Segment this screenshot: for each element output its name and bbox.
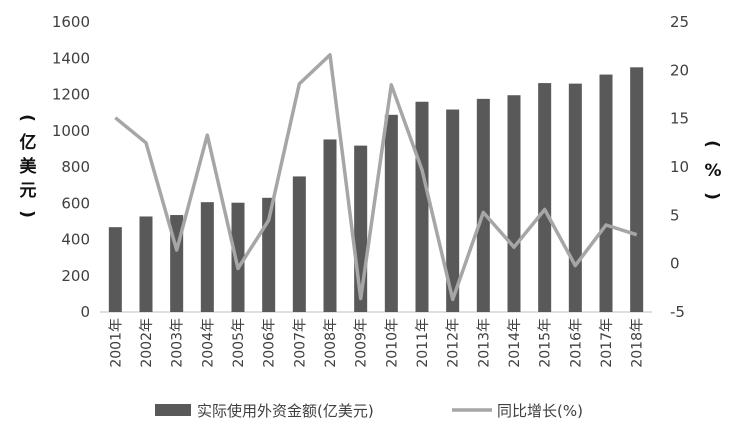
y-left-tick-label: 1600	[52, 13, 90, 31]
y-left-tick-label: 200	[61, 267, 90, 285]
y-left-tick-label: 1400	[52, 49, 90, 67]
bar	[200, 202, 214, 312]
y-right-tick-label: 10	[670, 158, 689, 176]
x-tick-label: 2011年	[415, 318, 431, 368]
bar	[476, 98, 490, 312]
x-tick-label: 2014年	[507, 318, 523, 368]
y-left-tick-label: 400	[61, 231, 90, 249]
bar	[139, 216, 153, 312]
y-right-tick-label: 25	[670, 13, 689, 31]
x-tick-label: 2008年	[323, 318, 339, 368]
y-right-tick-label: 20	[670, 61, 689, 79]
legend-bar-swatch	[155, 404, 191, 416]
bar	[538, 83, 552, 312]
y-right-axis-title-char: (	[702, 140, 722, 148]
x-tick-label: 2017年	[599, 318, 615, 368]
x-tick-label: 2007年	[292, 318, 308, 368]
y-right-tick-label: -5	[670, 303, 685, 321]
y-right-tick-label: 0	[670, 255, 680, 273]
bar	[384, 114, 398, 312]
y-right-axis-title-char: %	[704, 161, 721, 181]
bar	[231, 202, 245, 312]
bar	[292, 176, 306, 312]
y-left-axis-title-char: 元	[20, 181, 37, 201]
bar	[507, 95, 521, 312]
y-left-tick-label: 600	[61, 194, 90, 212]
bar	[599, 74, 613, 312]
bar	[323, 139, 337, 312]
y-left-axis-title-char: )	[17, 210, 37, 218]
x-tick-label: 2015年	[538, 318, 554, 368]
legend-bar-label: 实际使用外资金额(亿美元)	[197, 402, 374, 420]
x-tick-label: 2009年	[354, 318, 370, 368]
y-left-axis-title-char: 美	[20, 156, 38, 177]
bar	[568, 83, 582, 312]
y-left-tick-label: 1200	[52, 86, 90, 104]
bar	[415, 101, 429, 312]
x-tick-label: 2004年	[200, 318, 216, 368]
x-tick-label: 2010年	[384, 318, 400, 368]
x-tick-label: 2013年	[476, 318, 492, 368]
y-left-axis-title-char: 亿	[20, 132, 37, 153]
x-tick-label: 2001年	[108, 318, 124, 368]
x-tick-label: 2016年	[568, 318, 584, 368]
x-tick-label: 2012年	[446, 318, 462, 368]
y-left-tick-label: 0	[80, 303, 90, 321]
x-tick-label: 2018年	[630, 318, 646, 368]
bar	[630, 67, 644, 312]
y-left-tick-label: 800	[61, 158, 90, 176]
y-right-tick-label: 15	[670, 110, 689, 128]
x-tick-label: 2003年	[170, 318, 186, 368]
x-tick-label: 2002年	[139, 318, 155, 368]
bar	[108, 227, 122, 312]
y-right-axis-title-char: )	[702, 192, 722, 200]
y-left-tick-label: 1000	[52, 122, 90, 140]
growth-line	[114, 53, 638, 302]
x-tick-label: 2006年	[262, 318, 278, 368]
bar	[446, 109, 460, 312]
y-left-axis-title-char: (	[17, 114, 37, 122]
x-tick-label: 2005年	[231, 318, 247, 368]
y-right-tick-label: 5	[670, 206, 680, 224]
legend-line-label: 同比增长(%)	[497, 402, 583, 420]
